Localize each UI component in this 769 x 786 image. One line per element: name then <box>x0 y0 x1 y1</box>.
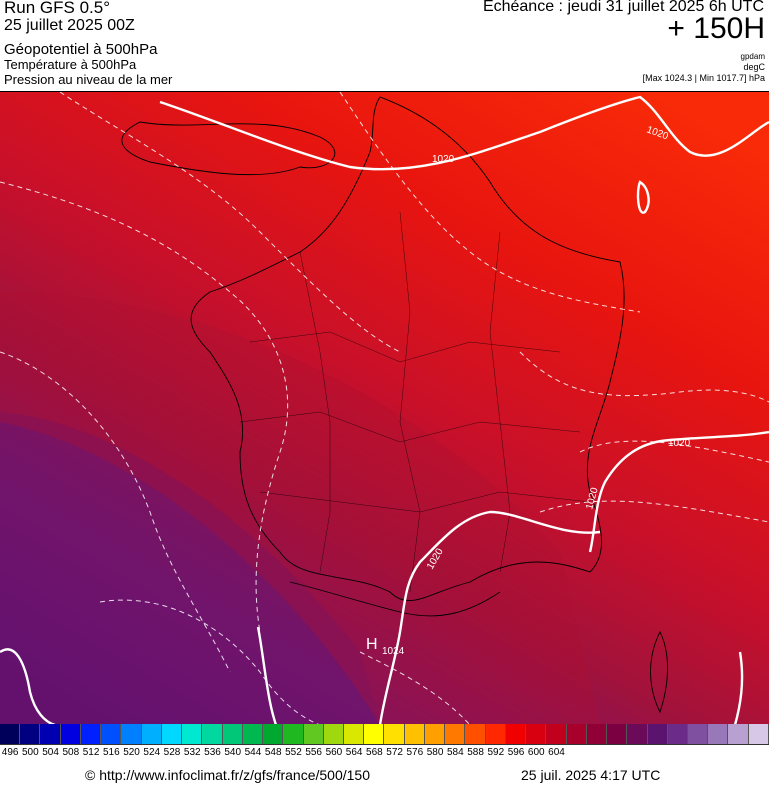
parameter-geopotential: Géopotentiel à 500hPa <box>4 41 158 58</box>
color-scale-tick: 544 <box>244 747 262 758</box>
color-swatch <box>20 724 41 744</box>
color-swatch <box>263 724 284 744</box>
source-credit[interactable]: © http://www.infoclimat.fr/z/gfs/france/… <box>85 767 370 783</box>
color-scale-tick: 552 <box>285 747 302 758</box>
color-swatch <box>465 724 486 744</box>
color-swatch <box>323 724 344 744</box>
color-scale-tick: 528 <box>163 747 181 758</box>
color-swatch <box>748 724 769 744</box>
color-scale-tick: 520 <box>123 747 140 758</box>
isobar-label: 1020 <box>432 154 455 165</box>
color-swatch <box>283 724 304 744</box>
unit-degc: degC <box>743 62 765 72</box>
color-scale-tick: 596 <box>507 747 525 758</box>
forecast-map[interactable]: 1020 1020 1020 1020 1020 1024 H <box>0 91 769 726</box>
color-scale-tick: 504 <box>42 747 59 758</box>
color-scale-tick: 580 <box>426 747 444 758</box>
color-swatch <box>424 724 446 744</box>
color-scale-tick: 576 <box>406 747 424 758</box>
color-swatch <box>222 724 243 744</box>
parameter-temperature: Température à 500hPa <box>4 57 137 72</box>
color-swatch <box>667 724 688 744</box>
color-scale-tick: 560 <box>325 747 343 758</box>
color-swatch <box>627 724 648 744</box>
color-swatch <box>526 724 547 744</box>
unit-gpdam: gpdam <box>740 52 765 61</box>
color-swatch <box>40 724 61 744</box>
color-scale-tick: 508 <box>62 747 80 758</box>
color-swatch <box>687 724 709 744</box>
color-swatch <box>708 724 729 744</box>
color-swatch <box>607 724 628 744</box>
color-scale-tick: 540 <box>224 747 242 758</box>
color-scale-tick: 524 <box>143 747 161 758</box>
region-borders <box>239 211 591 593</box>
color-scale-tick: 532 <box>183 747 201 758</box>
color-scale-tick: 536 <box>204 747 221 758</box>
geopotential-band <box>0 412 380 725</box>
color-swatch <box>384 724 405 744</box>
color-swatch <box>0 724 21 744</box>
color-scale-tick: 604 <box>548 747 565 758</box>
color-scale-tick: 496 <box>1 747 19 758</box>
color-scale-tick: 588 <box>467 747 484 758</box>
color-scale-tick: 512 <box>82 747 100 758</box>
run-date: 25 juillet 2025 00Z <box>4 17 135 34</box>
geopotential-band-mid <box>0 292 600 725</box>
color-scale <box>0 724 769 745</box>
run-title: Run GFS 0.5° <box>4 0 111 17</box>
color-swatch <box>242 724 264 744</box>
pressure-range: [Max 1024.3 | Min 1017.7] hPa <box>642 73 765 83</box>
color-swatch <box>343 724 365 744</box>
color-scale-tick: 568 <box>366 747 383 758</box>
color-swatch <box>586 724 608 744</box>
color-swatch <box>404 724 425 744</box>
color-swatch <box>202 724 223 744</box>
color-scale-tick: 600 <box>527 747 545 758</box>
color-scale-tick: 500 <box>22 747 39 758</box>
high-pressure-marker: H <box>366 636 378 653</box>
generation-timestamp: 25 juil. 2025 4:17 UTC <box>521 767 661 783</box>
color-swatch <box>121 724 142 744</box>
color-scale-labels: 496 500 504 508 512 516 520 524 528 532 536 540 544 5… <box>0 747 769 761</box>
color-swatch <box>566 724 587 744</box>
color-swatch <box>101 724 122 744</box>
forecast-time: Echéance : jeudi 31 juillet 2025 6h UTC <box>482 0 764 15</box>
color-swatch <box>182 724 203 744</box>
color-swatch <box>141 724 162 744</box>
color-scale-tick: 592 <box>487 747 505 758</box>
isobar-label: 1020 <box>668 438 691 449</box>
parameter-pressure: Pression au niveau de la mer <box>4 72 173 87</box>
color-swatch <box>161 724 183 744</box>
color-swatch <box>303 724 324 744</box>
forecast-offset: + 150H <box>667 12 765 45</box>
color-scale-tick: 564 <box>345 747 363 758</box>
color-scale-tick: 556 <box>305 747 322 758</box>
color-scale-tick: 548 <box>264 747 282 758</box>
color-scale-tick: 572 <box>386 747 403 758</box>
color-swatch <box>445 724 466 744</box>
color-swatch <box>546 724 567 744</box>
color-swatch <box>728 724 749 744</box>
isobars <box>0 95 769 725</box>
color-swatch <box>485 724 506 744</box>
country-borders <box>121 96 668 714</box>
isobar-label: 1024 <box>382 646 405 657</box>
color-swatch <box>80 724 102 744</box>
color-swatch <box>364 724 385 744</box>
color-swatch <box>647 724 668 744</box>
color-scale-tick: 584 <box>446 747 464 758</box>
color-scale-tick: 516 <box>102 747 120 758</box>
temperature-isotherms <box>0 92 769 725</box>
color-swatch <box>60 724 81 744</box>
color-swatch <box>505 724 527 744</box>
